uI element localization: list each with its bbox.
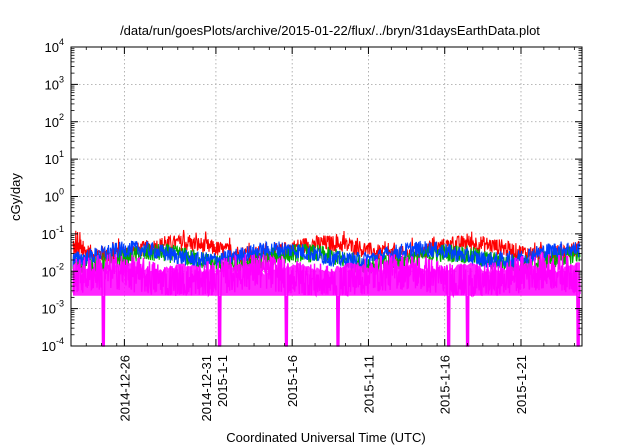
dropout-spike xyxy=(336,295,340,346)
y-tick-label: 10-4 xyxy=(42,336,64,354)
y-tick-label: 10-3 xyxy=(42,299,64,317)
dropout-spike xyxy=(466,295,470,346)
x-tick-label: 2014-12-26 xyxy=(117,355,132,422)
grid xyxy=(71,47,582,346)
y-tick-label: 10-2 xyxy=(42,261,64,279)
y-tick-label: 100 xyxy=(45,187,64,205)
x-tick-label: 2015-1-1 xyxy=(215,355,230,407)
dropout-spike xyxy=(284,295,288,346)
y-tick-label: 103 xyxy=(45,74,64,92)
x-tick-label: 2014-12-31 xyxy=(199,355,214,422)
series-band xyxy=(73,262,580,296)
x-tick-label: 2015-1-11 xyxy=(361,355,376,413)
y-tick-label: 10-1 xyxy=(42,224,64,242)
series-line xyxy=(72,240,581,269)
x-axis: 2014-12-26 2014-12-31 2015-1-1 2015-1-6 2015… xyxy=(85,47,575,422)
dropout-spike xyxy=(447,295,451,346)
y-axis-label: cGy/day xyxy=(8,173,23,221)
y-tick-label: 104 xyxy=(45,37,64,55)
chart-title: /data/run/goesPlots/archive/2015-01-22/f… xyxy=(120,23,540,38)
y-tick-label: 101 xyxy=(45,149,64,167)
plot-frame xyxy=(70,46,583,347)
x-axis-label: Coordinated Universal Time (UTC) xyxy=(226,430,425,445)
dropout-spike xyxy=(576,295,580,346)
x-tick-label: 2015-1-16 xyxy=(438,355,453,414)
x-tick-label: 2015-1-6 xyxy=(285,355,300,407)
x-tick-label: 2015-1-21 xyxy=(514,355,529,414)
dropout-spike xyxy=(101,295,105,346)
series-layer xyxy=(72,229,581,347)
dropout-spike xyxy=(218,295,222,346)
y-tick-label: 102 xyxy=(45,112,64,130)
